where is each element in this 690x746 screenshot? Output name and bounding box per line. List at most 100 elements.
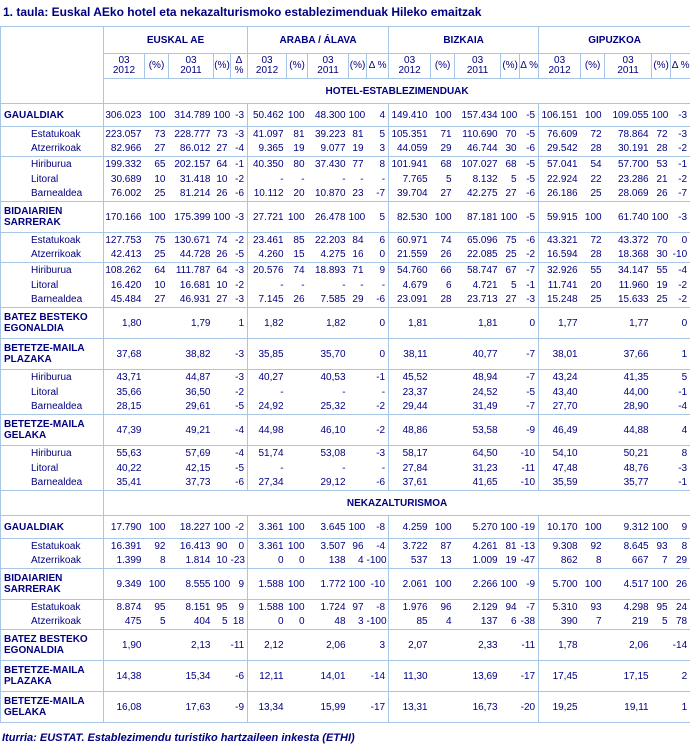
table-row: BETETZE-MAILA PLAZAKA 37,68 38,82 -3 35,85 35… xyxy=(0,338,690,370)
pct-cell xyxy=(580,307,605,339)
delta-cell: -8 xyxy=(366,599,390,615)
pct-cell xyxy=(580,660,605,692)
pct-cell xyxy=(501,385,520,400)
row-label: BATEZ BESTEKO EGONALDIA xyxy=(0,307,104,339)
pct-cell: 21 xyxy=(656,173,668,185)
col-header: 03 2011 xyxy=(454,53,501,79)
pct-cell: 19 xyxy=(286,141,308,157)
pct-cell: 100 xyxy=(430,201,455,233)
pct-cell: 100 xyxy=(286,201,308,233)
pct-cell: 100 xyxy=(144,568,169,600)
pct-cell xyxy=(431,370,455,385)
value-cell: 38,82 xyxy=(168,338,214,370)
table-row: BIDAIARIEN SARRERAK 170.166 100 175.399 100-… xyxy=(0,201,690,233)
value-cell: 53,08 xyxy=(320,447,346,459)
pct-cell xyxy=(145,370,169,385)
delta-cell: -1 xyxy=(366,369,390,385)
delta-cell: -2 xyxy=(519,247,540,263)
value-cell: 29.542 xyxy=(538,141,581,157)
value-cell: 18.227 xyxy=(168,515,214,539)
value-cell: 29,12 xyxy=(307,475,349,491)
pct-cell: 95 xyxy=(216,601,228,613)
value-cell: 1,82 xyxy=(307,307,349,339)
value-cell: 0 xyxy=(247,553,287,569)
value-cell: 37,66 xyxy=(604,338,652,370)
pct-cell: 67 xyxy=(505,264,517,276)
delta-cell: -5 xyxy=(519,171,540,187)
pct-cell: 92 xyxy=(154,540,166,552)
value-cell: 22.203 xyxy=(314,234,346,246)
pct-cell: 100 xyxy=(430,568,455,600)
pct-cell: 16 xyxy=(348,247,367,263)
delta-cell: -2 xyxy=(230,277,249,293)
delta-cell: -3 xyxy=(230,126,249,142)
pct-cell xyxy=(431,461,455,476)
value-cell: 1.976 xyxy=(402,601,428,613)
pct-cell: 100 xyxy=(651,568,671,600)
value-cell: 667 xyxy=(604,553,652,569)
value-cell: 223.057 xyxy=(105,128,142,140)
pct-cell xyxy=(349,370,367,385)
row-label: Hiriburua xyxy=(0,445,104,461)
pct-cell xyxy=(651,338,671,370)
value-cell: 106.151 xyxy=(538,103,581,127)
pct-cell: 5 xyxy=(651,614,671,630)
delta-cell: 4 xyxy=(366,103,390,127)
delta-cell: -5 xyxy=(230,247,249,263)
value-cell: 16.420 xyxy=(110,279,142,291)
value-cell: 42.413 xyxy=(103,247,145,263)
delta-cell: -19 xyxy=(519,515,540,539)
pct-cell xyxy=(581,461,605,476)
pct-cell: 74 xyxy=(293,264,305,276)
row-label: Hiriburua xyxy=(0,262,104,278)
table-row: BETETZE-MAILA PLAZAKA 14,38 15,34 -6 12,11 14… xyxy=(0,660,690,692)
delta-cell: -10 xyxy=(519,475,540,491)
col-header: Δ % xyxy=(229,53,248,79)
pct-cell: 100 xyxy=(430,103,455,127)
pct-cell xyxy=(145,385,169,400)
value-cell: 26.186 xyxy=(538,186,581,202)
col-header: 03 2011 xyxy=(604,53,652,79)
table-row: BATEZ BESTEKO EGONALDIA 1,90 2,13 -11 2,12 2,… xyxy=(0,629,690,661)
delta-cell: -9 xyxy=(519,414,540,446)
pct-cell: 66 xyxy=(440,264,452,276)
pct-cell xyxy=(213,399,231,415)
value-cell: 40.350 xyxy=(252,158,284,170)
pct-cell xyxy=(651,414,671,446)
value-cell: 47,39 xyxy=(103,414,145,446)
pct-cell: 100 xyxy=(286,103,308,127)
table-row: Atzerrikoak 1.399 8 1.814 10 -23 0 0 138 4 -100 537… xyxy=(0,553,690,569)
value-cell: 11.960 xyxy=(618,279,649,291)
pct-cell: 26 xyxy=(286,292,308,308)
pct-cell xyxy=(581,446,605,461)
delta-cell: -1 xyxy=(230,156,249,172)
value-cell: 9.312 xyxy=(604,515,652,539)
delta-cell: -3 xyxy=(670,460,690,476)
pct-cell: 7 xyxy=(580,614,605,630)
pct-cell: 80 xyxy=(293,158,305,170)
delta-cell: -4 xyxy=(230,141,249,157)
pct-cell xyxy=(430,307,455,339)
delta-cell: -10 xyxy=(670,247,690,263)
value-cell: 4.275 xyxy=(307,247,349,263)
value-cell: 29,44 xyxy=(388,399,431,415)
delta-cell: 26 xyxy=(670,568,690,600)
row-label: BETETZE-MAILA GELAKA xyxy=(0,414,104,446)
delta-cell: 29 xyxy=(670,553,690,569)
pct-cell xyxy=(287,446,308,461)
pct-cell: 73 xyxy=(216,128,228,140)
table-row: Estatukoak 16.391 92 16.413 90 0 3.361 100 3.507… xyxy=(0,538,690,554)
delta-cell: -2 xyxy=(366,414,390,446)
pct-cell: 19 xyxy=(656,279,668,291)
value-cell: 85 xyxy=(388,614,431,630)
value-cell: 54.760 xyxy=(397,264,428,276)
value-cell: 40,77 xyxy=(454,338,501,370)
value-cell: 46.744 xyxy=(454,141,501,157)
value-cell: 23.091 xyxy=(388,292,431,308)
value-cell: 20.576 xyxy=(252,264,284,276)
delta-cell: -5 xyxy=(519,103,540,127)
delta-cell: -3 xyxy=(366,445,390,461)
table-row: Atzerrikoak 475 5 404 5 18 0 0 48 3 -100 85 4 137 6 -38… xyxy=(0,614,690,630)
pct-cell: 100 xyxy=(144,201,169,233)
pct-cell: - xyxy=(301,279,305,291)
